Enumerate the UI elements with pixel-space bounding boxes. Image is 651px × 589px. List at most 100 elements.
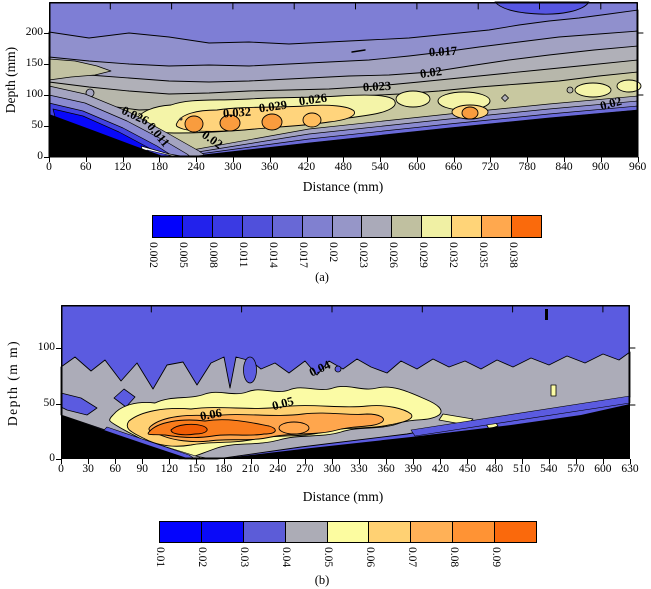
x-tick-label: 30	[82, 463, 94, 475]
x-tick-mark	[196, 157, 198, 162]
x-tick-mark	[630, 459, 632, 464]
x-tick-mark	[115, 459, 117, 464]
x-tick-label: 0	[58, 463, 64, 475]
x-tick-mark	[331, 459, 333, 464]
x-tick-label: 60	[80, 161, 92, 173]
colorbar-b	[159, 521, 537, 543]
x-tick-mark	[61, 459, 62, 464]
x-tick-mark	[304, 459, 306, 464]
x-tick-mark	[490, 157, 492, 162]
x-tick-mark	[223, 459, 225, 464]
caption-a: (a)	[315, 270, 329, 284]
x-tick-mark	[142, 459, 144, 464]
contour-plot-a	[48, 1, 644, 158]
x-tick-mark	[416, 157, 418, 162]
colorbar-cell	[212, 216, 243, 237]
colorbar-tick-label: 0.011	[237, 242, 249, 268]
x-tick-mark	[269, 157, 271, 162]
x-tick-label: 360	[377, 463, 395, 475]
x-tick-mark	[88, 459, 90, 464]
colorbar-tick-label: 0.02	[327, 242, 339, 263]
y-tick-label: 50	[31, 118, 44, 131]
colorbar-cell	[452, 216, 483, 237]
x-tick-label: 270	[296, 463, 314, 475]
x-tick-mark	[250, 459, 252, 464]
caption-b: (b)	[314, 573, 330, 587]
x-tick-label: 240	[269, 463, 287, 475]
x-tick-label: 960	[628, 161, 647, 173]
colorbar-cell	[495, 522, 537, 542]
x-tick-label: 600	[408, 161, 426, 173]
x-tick-label: 150	[187, 463, 206, 475]
colorbar-tick-label: 0.05	[322, 547, 334, 568]
x-tick-label: 300	[224, 161, 242, 173]
x-tick-label: 540	[371, 161, 389, 173]
colorbar-tick-label: 0.014	[267, 242, 279, 268]
y-tick-label: 150	[25, 56, 43, 69]
x-tick-mark	[343, 157, 345, 162]
colorbar-cell	[453, 522, 496, 542]
x-tick-mark	[159, 157, 161, 162]
x-tick-mark	[277, 459, 279, 464]
x-tick-label: 540	[540, 463, 558, 475]
colorbar-tick-label: 0.026	[387, 242, 399, 268]
colorbar-cell	[201, 522, 244, 542]
x-tick-mark	[467, 459, 469, 464]
x-tick-mark	[380, 157, 382, 162]
y-tick-mark	[56, 459, 61, 460]
colorbar-cell	[482, 216, 513, 237]
colorbar-cell	[327, 522, 370, 542]
y-tick-label: 0	[37, 150, 43, 162]
x-tick-mark	[122, 157, 124, 162]
x-tick-label: 570	[567, 463, 585, 475]
x-tick-mark	[600, 157, 602, 162]
x-tick-label: 420	[431, 463, 449, 475]
x-tick-label: 510	[513, 463, 531, 475]
x-tick-label: 480	[334, 161, 352, 173]
colorbar-tick-label: 0.06	[364, 547, 376, 568]
x-tick-mark	[494, 459, 496, 464]
y-tick-mark	[56, 403, 61, 405]
x-tick-label: 720	[481, 161, 500, 173]
x-tick-label: 210	[242, 463, 260, 475]
y-tick-label: 100	[37, 341, 55, 354]
colorbar-cell	[369, 522, 412, 542]
y-tick-mark	[44, 94, 49, 96]
colorbar-cell	[332, 216, 363, 237]
colorbar-cell	[362, 216, 393, 237]
colorbar-cell	[422, 216, 453, 237]
colorbar-cell	[392, 216, 423, 237]
x-tick-label: 600	[594, 463, 612, 475]
colorbar-tick-label: 0.038	[507, 242, 519, 268]
x-tick-label: 390	[404, 463, 422, 475]
colorbar-tick-label: 0.04	[280, 547, 292, 568]
x-tick-mark	[85, 157, 87, 162]
colorbar-cell	[285, 522, 328, 542]
colorbar-tick-label: 0.035	[477, 242, 489, 268]
x-tick-mark	[169, 459, 171, 464]
x-tick-label: 660	[445, 161, 463, 173]
colorbar-cell	[512, 216, 541, 237]
x-tick-mark	[453, 157, 455, 162]
x-tick-label: 240	[187, 161, 205, 173]
x-tick-mark	[602, 459, 604, 464]
x-tick-label: 0	[46, 161, 52, 173]
x-tick-mark	[359, 459, 361, 464]
colorbar-cell	[153, 216, 183, 237]
y-tick-mark	[56, 348, 61, 350]
x-tick-label: 900	[592, 161, 610, 173]
plot-a-x-axis-title: Distance (mm)	[302, 179, 384, 194]
colorbar-tick-label: 0.03	[238, 547, 250, 568]
x-tick-mark	[521, 459, 523, 464]
x-tick-label: 480	[485, 463, 504, 475]
x-tick-mark	[527, 157, 529, 162]
y-tick-mark	[44, 157, 49, 158]
colorbar-tick-label: 0.029	[417, 242, 429, 268]
x-tick-label: 90	[136, 463, 149, 475]
x-tick-label: 60	[109, 463, 121, 475]
x-tick-label: 420	[297, 161, 316, 173]
colorbar-tick-label: 0.032	[447, 242, 459, 268]
x-tick-label: 120	[160, 463, 178, 475]
x-tick-label: 450	[458, 463, 477, 475]
